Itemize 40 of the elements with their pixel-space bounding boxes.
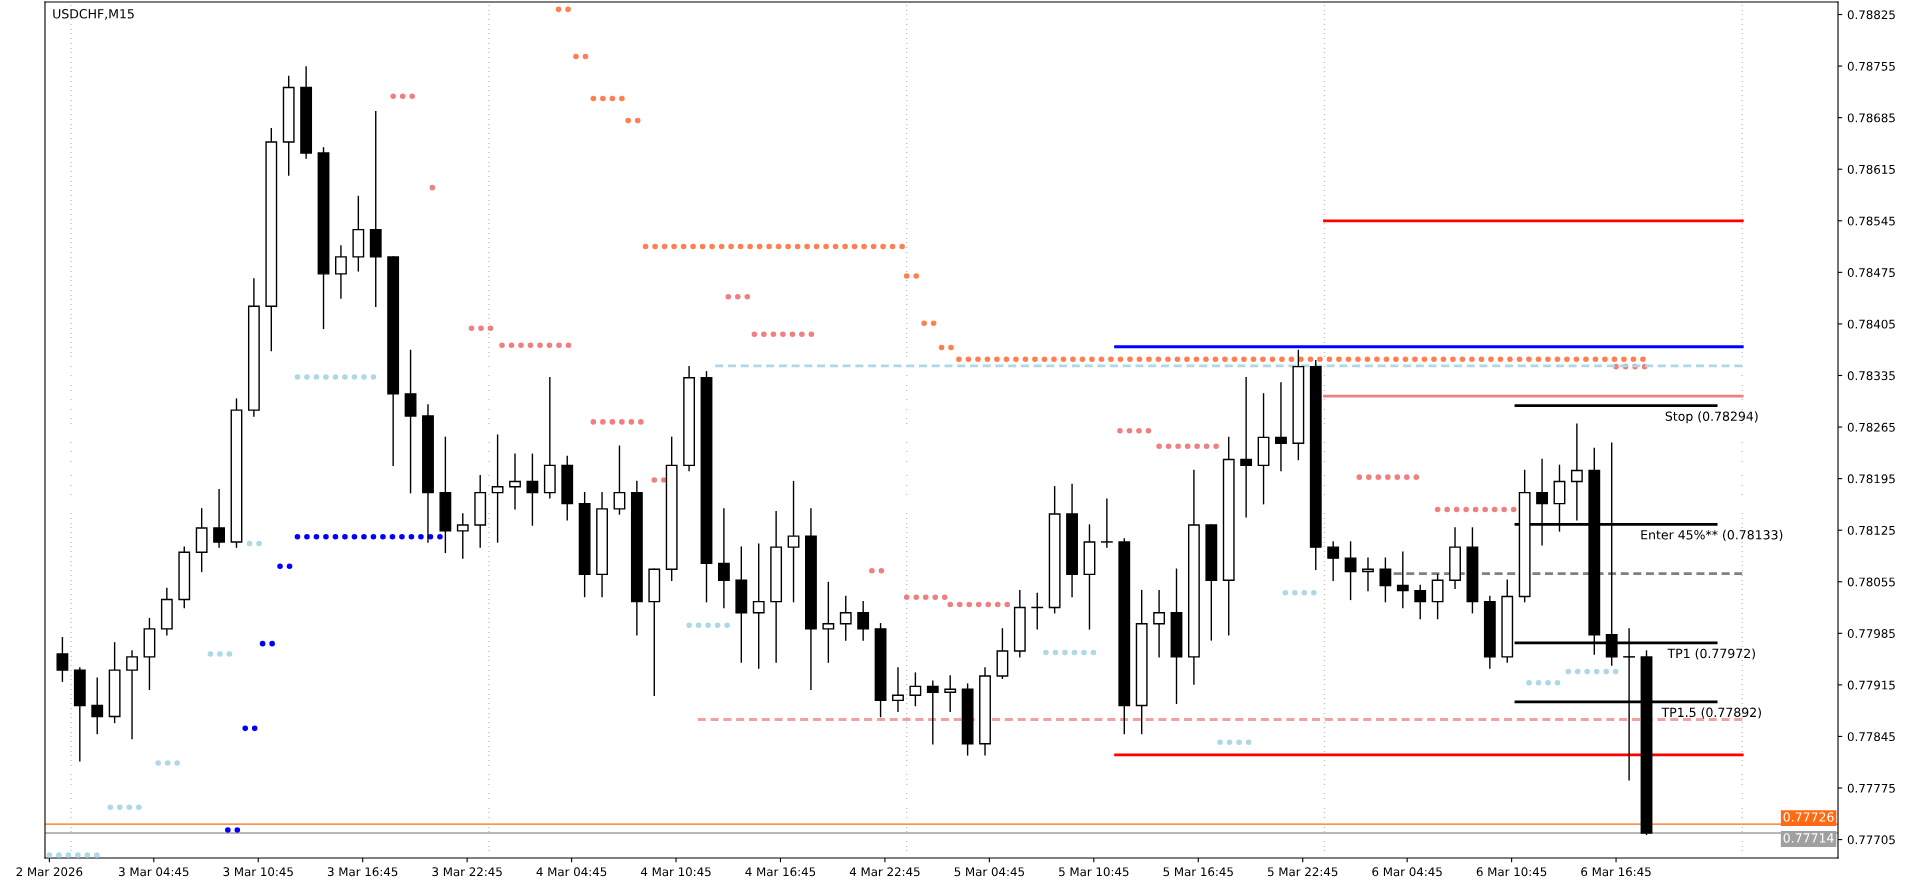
x-tick-label: 4 Mar 04:45 <box>536 867 607 877</box>
annotation: Enter 45%** (0.78133) <box>1641 529 1783 541</box>
x-tick-label: 3 Mar 22:45 <box>432 867 502 877</box>
x-tick-label: 4 Mar 10:45 <box>640 867 711 877</box>
annotation: TP1.5 (0.77892) <box>1661 707 1761 719</box>
x-tick-label: 3 Mar 16:45 <box>327 867 398 877</box>
x-tick-label: 5 Mar 04:45 <box>954 867 1024 877</box>
y-tick-label: 0.78755 <box>1847 61 1895 71</box>
x-tick-label: 5 Mar 22:45 <box>1267 867 1338 877</box>
y-tick-label: 0.78475 <box>1847 268 1895 278</box>
y-tick-label: 0.78685 <box>1847 113 1895 123</box>
ref-line-label: 0.77726 <box>1783 812 1834 822</box>
y-tick-label: 0.77985 <box>1847 629 1895 638</box>
x-tick-label: 5 Mar 10:45 <box>1059 867 1129 877</box>
chart-title: USDCHF,M15 <box>53 9 134 20</box>
x-tick-label: 5 Mar 16:45 <box>1163 867 1233 877</box>
x-tick-label: 6 Mar 04:45 <box>1372 867 1442 877</box>
y-tick-label: 0.77845 <box>1847 732 1895 742</box>
annotation: TP1 (0.77972) <box>1667 648 1755 660</box>
x-tick-label: 4 Mar 22:45 <box>849 867 920 877</box>
x-tick-label: 2 Mar 2026 <box>16 867 83 877</box>
y-tick-label: 0.77705 <box>1847 835 1895 845</box>
y-tick-label: 0.78405 <box>1847 319 1895 329</box>
y-tick-label: 0.78825 <box>1847 10 1895 20</box>
annotation: Stop (0.78294) <box>1665 411 1758 424</box>
x-tick-label: 6 Mar 16:45 <box>1581 867 1651 877</box>
ref-line-label: 0.77714 <box>1783 833 1834 843</box>
y-tick-label: 0.78265 <box>1847 422 1895 432</box>
y-tick-label: 0.77915 <box>1847 680 1895 690</box>
y-tick-label: 0.78335 <box>1847 371 1895 381</box>
y-tick-label: 0.78195 <box>1847 474 1895 484</box>
x-tick-label: 3 Mar 04:45 <box>119 867 189 877</box>
x-tick-label: 6 Mar 10:45 <box>1476 867 1547 877</box>
y-tick-label: 0.78125 <box>1847 525 1895 535</box>
y-tick-label: 0.77775 <box>1847 783 1895 793</box>
y-tick-label: 0.78545 <box>1847 216 1895 226</box>
x-tick-label: 3 Mar 10:45 <box>223 867 293 877</box>
y-tick-label: 0.78615 <box>1847 164 1895 174</box>
y-tick-label: 0.78055 <box>1847 577 1895 587</box>
x-tick-label: 4 Mar 16:45 <box>745 867 816 877</box>
